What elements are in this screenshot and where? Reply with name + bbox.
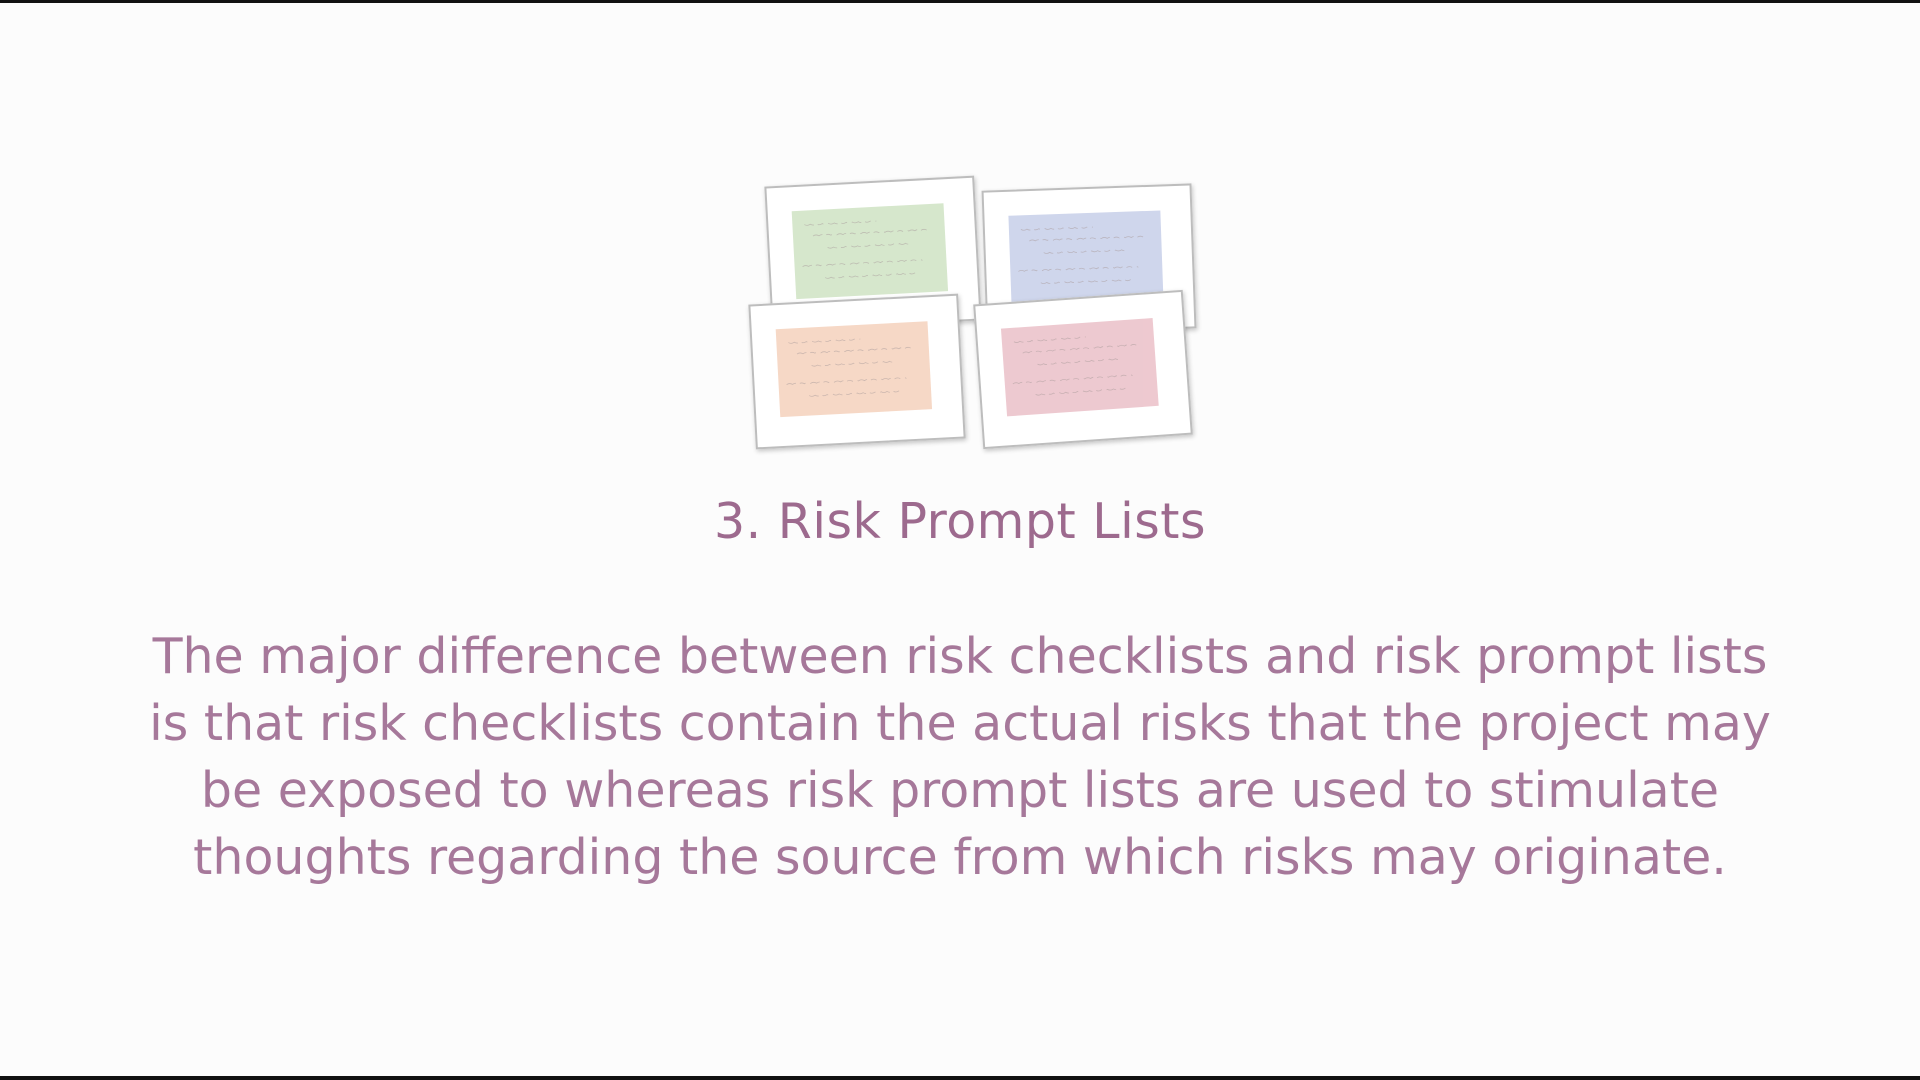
scribble-line xyxy=(1029,235,1144,242)
handwriting-scribble xyxy=(786,338,912,397)
scribble-line xyxy=(1040,279,1131,284)
scribble-line xyxy=(788,338,861,344)
prompt-card xyxy=(764,175,982,332)
slide: 3. Risk Prompt Lists The major differenc… xyxy=(0,3,1920,1076)
scribble-line xyxy=(786,377,907,386)
prompt-card xyxy=(748,293,966,450)
handwriting-scribble xyxy=(1012,336,1137,396)
scribble-line xyxy=(811,360,896,367)
scribble-line xyxy=(1012,374,1133,385)
sticky-note xyxy=(1000,318,1159,417)
prompt-card xyxy=(973,289,1193,450)
handwriting-scribble xyxy=(802,220,928,279)
body-line: thoughts regarding the source from which… xyxy=(193,829,1727,886)
body-line: The major difference between risk checkl… xyxy=(152,628,1768,685)
scribble-line xyxy=(1035,387,1126,396)
scribble-line xyxy=(827,242,912,249)
scribble-line xyxy=(824,272,916,279)
slide-body: The major difference between risk checkl… xyxy=(110,623,1810,891)
scribble-line xyxy=(1018,265,1139,272)
scribble-line xyxy=(1043,249,1128,254)
scribble-line xyxy=(802,259,923,268)
handwriting-scribble xyxy=(1018,226,1144,284)
body-line: is that risk checklists contain the actu… xyxy=(149,695,1771,752)
sticky-note xyxy=(1008,210,1164,304)
body-line: be exposed to whereas risk prompt lists … xyxy=(200,762,1720,819)
scribble-line xyxy=(796,346,912,355)
scribble-line xyxy=(812,228,928,237)
sticky-note xyxy=(775,321,933,418)
scribble-line xyxy=(1022,344,1137,354)
slide-title: 3. Risk Prompt Lists xyxy=(713,493,1206,550)
scribble-line xyxy=(1013,336,1086,343)
prompt-cards-icon xyxy=(740,175,1200,485)
scribble-line xyxy=(808,390,900,397)
scribble-line xyxy=(1037,357,1122,366)
sticky-note xyxy=(791,203,949,300)
prompt-card xyxy=(981,183,1197,336)
scribble-line xyxy=(804,220,877,226)
scribble-line xyxy=(1020,226,1094,231)
